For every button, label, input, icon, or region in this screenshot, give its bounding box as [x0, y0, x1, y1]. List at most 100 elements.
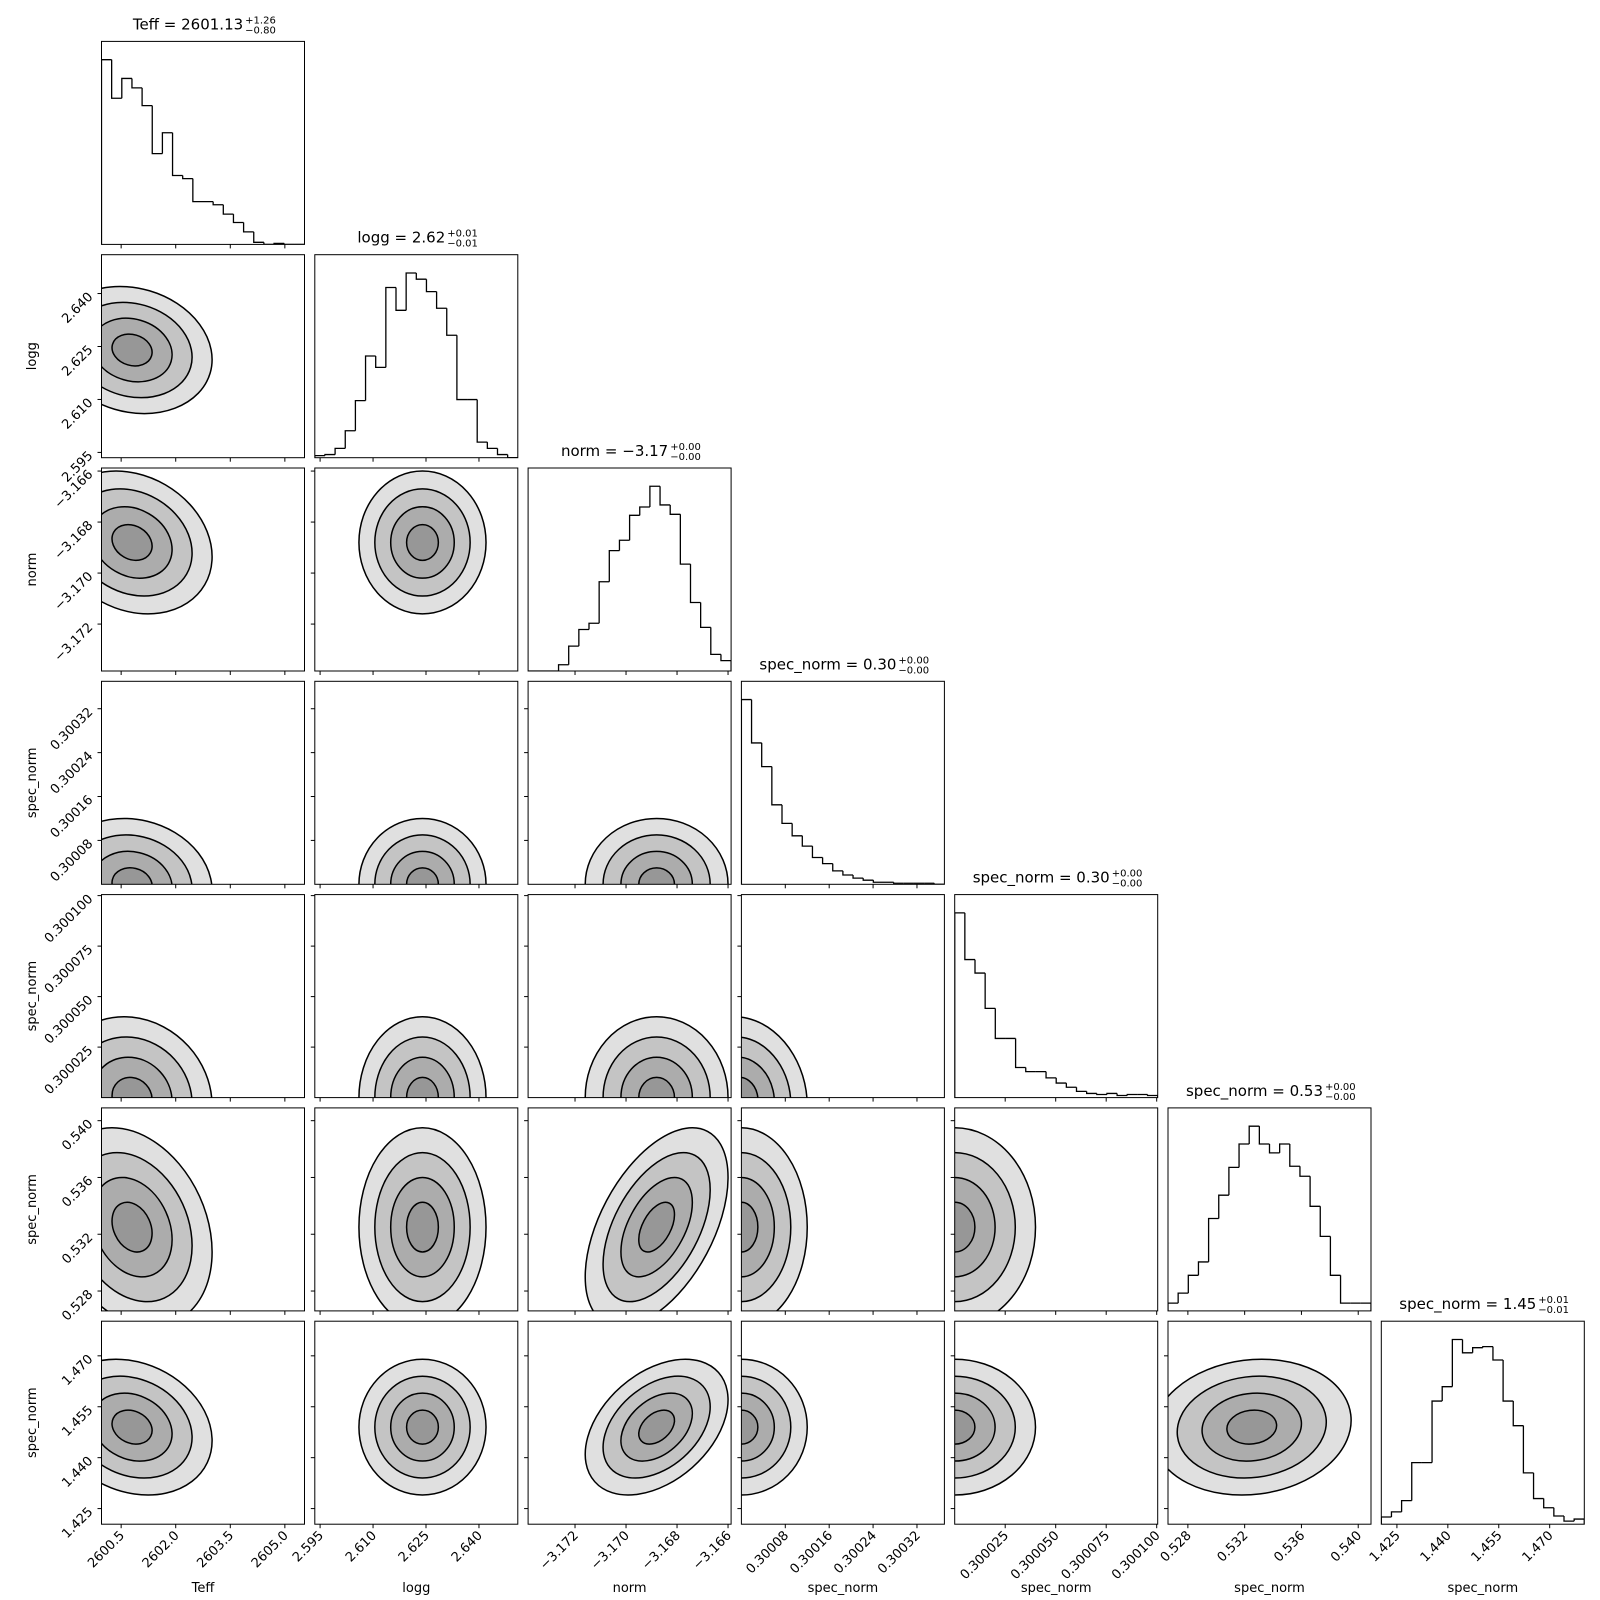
panel-frame	[101, 254, 305, 459]
contour	[101, 285, 213, 415]
histogram-bin	[1045, 1071, 1057, 1079]
histogram-bin	[1279, 1143, 1290, 1153]
contour	[101, 317, 173, 383]
contour	[1201, 1392, 1303, 1462]
contour	[405, 1076, 440, 1098]
title-minus: −0.00	[670, 452, 701, 463]
contour	[1226, 1409, 1278, 1445]
contour	[741, 1176, 776, 1278]
x-tick-label: 0.536	[1271, 1528, 1308, 1565]
panel-content	[584, 1016, 729, 1098]
histogram-bin	[1116, 1093, 1128, 1097]
contour	[405, 867, 440, 885]
histogram-bin	[933, 883, 945, 885]
x-tick-label: 1.470	[1520, 1528, 1557, 1565]
x-tick-label: 0.30032	[875, 1528, 924, 1577]
contour	[741, 1036, 792, 1098]
x-tick-label: −3.166	[690, 1528, 735, 1573]
panel-content	[358, 1127, 487, 1311]
panel-frame	[527, 467, 732, 672]
panel-frame	[314, 467, 519, 672]
contour	[111, 1409, 153, 1445]
contour	[638, 1201, 676, 1253]
panel-frame	[101, 1320, 305, 1525]
histogram-bin	[568, 645, 579, 665]
y-tick-label: 1.440	[59, 1454, 96, 1491]
panel-content	[741, 1127, 808, 1311]
histogram-bin	[161, 132, 173, 154]
x-tick-label: −3.172	[537, 1528, 582, 1573]
contour	[389, 1392, 456, 1462]
histogram-bin	[1218, 1194, 1229, 1219]
histogram-bin	[1492, 1346, 1504, 1361]
histogram-bin	[659, 486, 671, 506]
contour	[405, 1409, 440, 1445]
histogram-bin	[964, 912, 975, 961]
panel-frame	[314, 1320, 519, 1525]
contour	[741, 1201, 759, 1253]
histogram-bin	[385, 286, 396, 368]
x-axis-label: norm	[613, 1581, 647, 1596]
contour	[101, 1151, 193, 1303]
histogram-bin	[679, 514, 691, 565]
histogram-bin	[1177, 1292, 1189, 1304]
histogram-bin	[994, 1008, 1006, 1040]
histogram-bin	[821, 857, 833, 865]
histogram-bin	[364, 355, 376, 401]
panel-content	[101, 59, 305, 245]
contour	[358, 1358, 487, 1496]
histogram-bin	[598, 581, 610, 624]
contour	[741, 1409, 759, 1445]
histogram-bin	[1360, 1302, 1371, 1311]
x-tick-label: 0.30008	[743, 1528, 792, 1577]
contour	[741, 1127, 808, 1311]
histogram-bin	[669, 504, 681, 515]
contour	[602, 1151, 711, 1303]
histogram-bin	[121, 77, 132, 99]
panel-content	[358, 1358, 487, 1496]
histogram-bin	[1482, 1346, 1493, 1348]
y-tick-label: −3.170	[52, 569, 97, 614]
panel-title: spec_norm = 1.45	[1399, 1295, 1536, 1314]
contour	[374, 1151, 471, 1303]
panel-frame	[740, 680, 945, 885]
title-plus: +1.26	[245, 15, 276, 26]
histogram-bin	[578, 628, 589, 647]
histogram-bin	[1014, 1038, 1026, 1069]
panel-frame	[101, 40, 305, 245]
panel-frame	[954, 894, 1159, 1099]
contour	[584, 1127, 729, 1311]
contour	[101, 1375, 193, 1479]
x-tick-label: 1.440	[1418, 1528, 1455, 1565]
contour	[602, 1375, 711, 1479]
contour	[741, 1056, 776, 1098]
histogram-bin	[720, 654, 732, 671]
histogram-bin	[222, 204, 234, 215]
contour	[638, 1409, 676, 1445]
contour	[111, 867, 153, 885]
histogram-bin	[1075, 1087, 1087, 1093]
y-tick-label: 0.300100	[42, 892, 96, 946]
x-tick-label: 2.640	[449, 1528, 486, 1565]
histogram-bin	[1106, 1092, 1118, 1095]
histogram-bin	[588, 622, 600, 630]
histogram-bin	[1238, 1143, 1250, 1168]
title-minus: −0.80	[245, 25, 276, 36]
histogram-bin	[507, 454, 518, 458]
panel-frame	[740, 1107, 945, 1312]
histogram-bin	[954, 912, 965, 1098]
panel-frame	[314, 894, 519, 1099]
contour	[374, 1375, 471, 1479]
histogram-bin	[771, 766, 782, 806]
x-tick-label: 0.300100	[1109, 1528, 1163, 1582]
contour	[620, 1176, 694, 1278]
histogram-bin	[842, 870, 854, 876]
histogram-bin	[101, 59, 112, 245]
panel-content	[528, 485, 732, 671]
x-tick-label: 0.300025	[958, 1528, 1012, 1582]
histogram-bin	[700, 602, 711, 629]
histogram-bin	[1319, 1206, 1331, 1237]
x-axis-label: spec_norm	[1234, 1581, 1305, 1596]
panel-content	[741, 1358, 808, 1496]
